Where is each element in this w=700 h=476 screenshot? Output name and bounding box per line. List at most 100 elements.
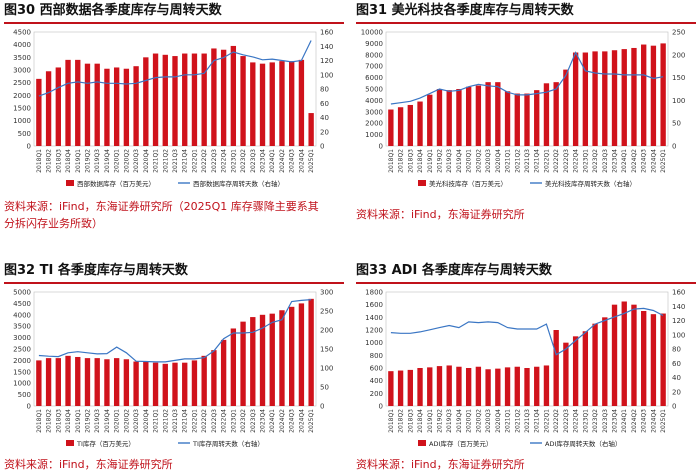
source-line: 资料来源：iFind，东海证券研究所 xyxy=(356,458,525,471)
x-tick-label: 2021Q1 xyxy=(505,409,512,433)
bar xyxy=(269,313,275,406)
x-tick-label: 2021Q4 xyxy=(182,149,189,173)
y-left-tick-label: 1500 xyxy=(13,105,31,113)
bar xyxy=(553,82,559,146)
bar xyxy=(446,90,452,146)
line-series xyxy=(38,40,312,97)
y-right-tick-label: 100 xyxy=(320,365,333,373)
y-right-tick-label: 80 xyxy=(672,346,681,354)
x-tick-label: 2019Q3 xyxy=(446,409,453,433)
bar xyxy=(417,368,423,406)
bar xyxy=(504,367,511,406)
x-tick-label: 2022Q4 xyxy=(573,409,580,433)
x-tick-label: 2020Q1 xyxy=(114,409,121,433)
y-left-tick-label: 3000 xyxy=(13,67,31,75)
x-tick-label: 2024Q1 xyxy=(269,149,276,173)
bar xyxy=(55,67,61,146)
legend-line-label: TI库存周转天数（右轴） xyxy=(192,439,264,448)
bar xyxy=(650,45,657,146)
legend-bar-swatch xyxy=(418,180,426,186)
y-left-tick-label: 2000 xyxy=(13,357,31,365)
bar xyxy=(211,350,217,406)
bar xyxy=(514,93,520,146)
bar xyxy=(485,369,491,406)
x-tick-label: 2022Q1 xyxy=(191,409,198,433)
chart-p33: 0 200 400 600 800 1000 1200 1400 1600 1800 0 20 40 60… xyxy=(365,289,685,449)
y-right-tick-label: 60 xyxy=(672,360,681,368)
x-tick-label: 2021Q2 xyxy=(514,409,521,433)
y-left-tick-label: 1000 xyxy=(13,117,31,125)
bar xyxy=(592,323,598,406)
y-left-tick-label: 3500 xyxy=(13,323,31,331)
x-tick-label: 2021Q2 xyxy=(162,409,169,433)
y-left-tick-label: 4500 xyxy=(13,29,31,37)
x-tick-label: 2018Q4 xyxy=(417,149,424,173)
bar xyxy=(504,91,511,146)
bar xyxy=(524,368,530,406)
y-right-tick-label: 100 xyxy=(672,97,685,105)
y-right-tick-label: 120 xyxy=(320,57,333,65)
bar xyxy=(240,321,246,406)
x-tick-label: 2018Q3 xyxy=(407,149,414,173)
x-tick-label: 2024Q4 xyxy=(298,149,305,173)
x-tick-label: 2019Q2 xyxy=(84,409,91,433)
x-tick-label: 2021Q1 xyxy=(505,149,512,173)
x-tick-label: 2019Q4 xyxy=(456,409,463,433)
y-left-tick-label: 0 xyxy=(27,143,31,151)
y-left-tick-label: 10000 xyxy=(361,29,383,37)
bar xyxy=(172,56,178,146)
bar xyxy=(75,59,81,146)
bar xyxy=(553,330,559,406)
x-tick-label: 2023Q2 xyxy=(240,149,247,173)
legend-bar-swatch xyxy=(418,440,426,446)
y-right-tick-label: 60 xyxy=(320,100,329,108)
bar xyxy=(55,358,61,406)
y-left-tick-label: 500 xyxy=(18,391,31,399)
y-right-tick-label: 0 xyxy=(672,403,676,411)
bar xyxy=(162,363,168,406)
bar xyxy=(456,89,462,146)
bar xyxy=(123,68,130,146)
x-tick-label: 2018Q1 xyxy=(388,409,395,433)
chart-title: 图32 TI 各季度库存与周转天数 xyxy=(4,262,344,284)
chart-title: 图30 西部数据各季度库存与周转天数 xyxy=(4,2,344,24)
x-tick-label: 2020Q1 xyxy=(466,149,473,173)
y-left-tick-label: 2500 xyxy=(13,346,31,354)
y-left-tick-label: 1000 xyxy=(13,380,31,388)
x-tick-label: 2019Q1 xyxy=(427,149,434,173)
bar xyxy=(407,369,413,406)
x-tick-label: 2024Q4 xyxy=(650,409,657,433)
x-tick-label: 2018Q1 xyxy=(36,149,43,173)
bar xyxy=(133,66,139,146)
x-tick-label: 2023Q4 xyxy=(260,409,267,433)
bar xyxy=(660,43,666,146)
x-tick-label: 2022Q4 xyxy=(573,149,580,173)
bar xyxy=(436,366,443,406)
y-right-tick-label: 250 xyxy=(672,29,685,37)
source-note: 资料来源：iFind，东海证券研究所 xyxy=(4,456,173,473)
x-tick-label: 2022Q2 xyxy=(553,409,560,433)
x-tick-label: 2025Q1 xyxy=(660,149,667,173)
y-right-tick-label: 100 xyxy=(672,331,685,339)
x-tick-label: 2022Q3 xyxy=(563,409,570,433)
y-left-tick-label: 0 xyxy=(27,403,31,411)
y-left-tick-label: 0 xyxy=(379,143,383,151)
source-line: 资料来源：iFind，东海证券研究所 xyxy=(356,208,525,221)
source-line: 资料来源：iFind，东海证券研究所 xyxy=(4,458,173,471)
bar xyxy=(298,59,305,146)
x-tick-label: 2024Q1 xyxy=(621,409,628,433)
y-left-tick-label: 7000 xyxy=(365,63,383,71)
x-tick-label: 2024Q4 xyxy=(298,409,305,433)
x-tick-label: 2024Q3 xyxy=(641,409,648,433)
bar xyxy=(427,94,433,146)
x-tick-label: 2023Q1 xyxy=(230,409,237,433)
x-tick-label: 2021Q2 xyxy=(514,149,521,173)
x-tick-label: 2024Q2 xyxy=(279,149,286,173)
bar xyxy=(631,304,637,406)
y-left-tick-label: 6000 xyxy=(365,74,383,82)
bar xyxy=(162,54,168,146)
x-tick-label: 2018Q2 xyxy=(46,409,53,433)
x-tick-label: 2020Q3 xyxy=(485,149,492,173)
bar xyxy=(94,63,100,146)
bar xyxy=(524,93,530,146)
